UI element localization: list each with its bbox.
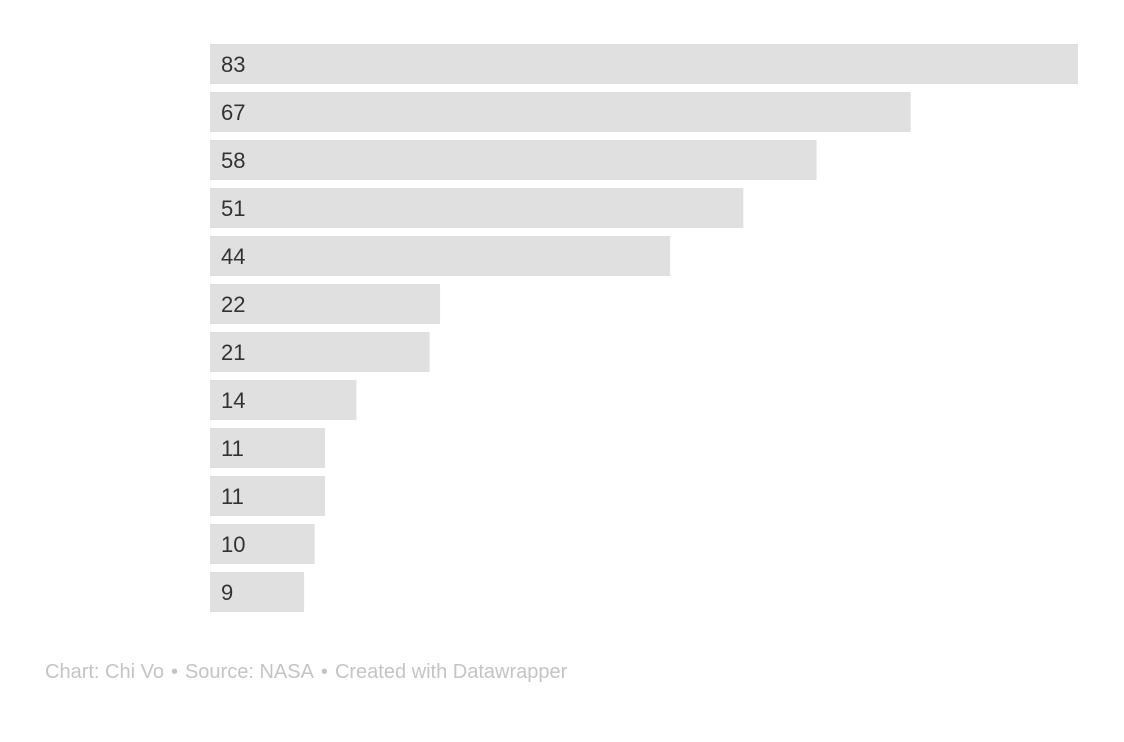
bar [210, 524, 315, 564]
bar [210, 380, 357, 420]
bar-value-label: 21 [221, 340, 245, 365]
bar-value-label: 58 [221, 148, 245, 173]
bar [210, 140, 817, 180]
footer-separator: • [170, 661, 178, 683]
bar [210, 572, 305, 612]
bar-value-label: 22 [221, 292, 245, 317]
footer-separator: • [320, 661, 328, 683]
bar [210, 92, 911, 132]
chart-credit: Chart: Chi Vo [45, 661, 164, 683]
bar-value-label: 51 [221, 196, 245, 221]
bar-value-label: 14 [221, 388, 245, 413]
bar [210, 284, 441, 324]
bar [210, 332, 430, 372]
bar [210, 428, 326, 468]
chart-footer: Chart: Chi Vo • Source: NASA • Created with … [45, 661, 567, 684]
bar-value-label: 11 [221, 484, 244, 509]
bar-value-label: 11 [221, 436, 244, 461]
bar-value-label: 67 [221, 100, 245, 125]
bar [210, 236, 671, 276]
datawrapper-credit: Created with Datawrapper [334, 661, 568, 683]
bar-chart: 83 67 58 51 44 22 21 14 11 11 10 9 [210, 44, 1078, 612]
bar-value-label: 10 [221, 532, 245, 557]
bar-value-label: 9 [221, 580, 233, 605]
bar-value-label: 83 [221, 52, 245, 77]
bar [210, 44, 1078, 84]
bar-value-label: 44 [221, 244, 245, 269]
bar [210, 476, 326, 516]
bar [210, 188, 744, 228]
source-note: Source: NASA [184, 661, 314, 683]
